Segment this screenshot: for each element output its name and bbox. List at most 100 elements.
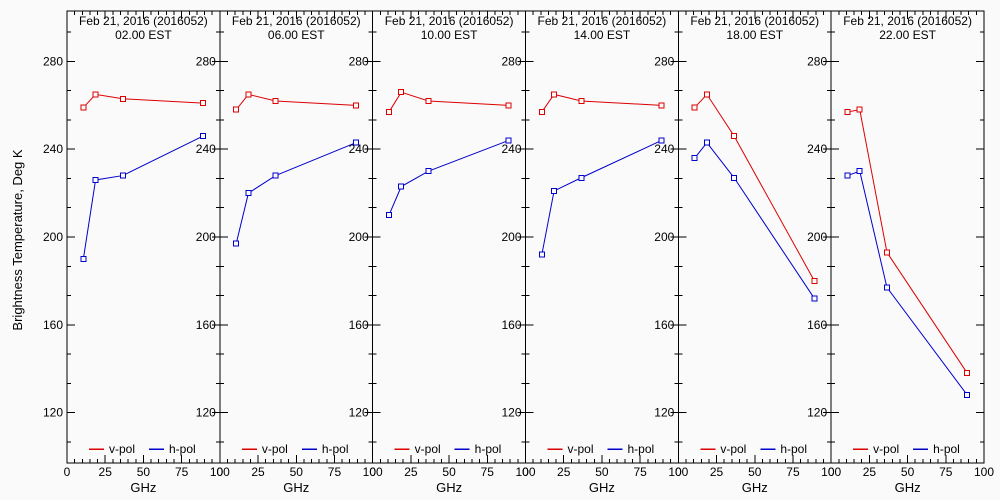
vpol-markers [691, 91, 818, 284]
x-tick-label: 75 [939, 465, 953, 479]
x-axis-label-ghz: GHz [589, 480, 615, 495]
data-point-marker [658, 102, 665, 109]
y-tick-label: 160 [807, 318, 827, 332]
data-point-marker [398, 89, 405, 96]
x-axis-label-ghz: GHz [130, 480, 156, 495]
y-tick-label: 200 [43, 230, 63, 244]
data-point-marker [505, 137, 512, 144]
data-point-marker [691, 104, 698, 111]
y-tick-label: 160 [43, 318, 63, 332]
vpol-markers [386, 89, 512, 115]
x-tick-label: 75 [481, 465, 495, 479]
data-point-marker [505, 102, 512, 109]
x-tick-label: 25 [863, 465, 877, 479]
vpol-line [388, 91, 509, 113]
legend-label-v-pol: v-pol [720, 442, 746, 456]
data-point-marker [352, 102, 359, 109]
x-tick-label: 75 [328, 465, 342, 479]
x-tick-label: 50 [901, 465, 915, 479]
data-point-marker [398, 183, 405, 190]
legend-label-v-pol: v-pol [109, 442, 135, 456]
x-tick-label: 50 [290, 465, 304, 479]
data-point-marker [92, 176, 99, 183]
data-point-marker [551, 91, 558, 98]
panel-title: Feb 21, 2016 (2016052) [232, 14, 361, 28]
vpol-line [235, 93, 356, 111]
data-point-marker [233, 240, 240, 247]
data-point-marker [856, 168, 863, 175]
hpol-markers [386, 137, 512, 219]
y-tick-label: 160 [654, 318, 674, 332]
data-point-marker [578, 174, 585, 181]
y-tick-label: 280 [654, 54, 674, 68]
panel-title: Feb 21, 2016 (2016052) [385, 14, 514, 28]
legend: v-pol h-pol [89, 442, 196, 456]
axis-ticks [66, 11, 221, 463]
axis-ticks [219, 11, 374, 463]
x-tick-label: 100 [210, 465, 230, 479]
hpol-markers [80, 133, 207, 262]
y-tick-label: 240 [196, 142, 216, 156]
data-point-marker [352, 139, 359, 146]
vpol-line [541, 93, 662, 113]
y-tick-label: 240 [654, 142, 674, 156]
x-tick-label: 100 [974, 465, 994, 479]
vpol-line [82, 93, 204, 108]
y-tick-label: 120 [807, 406, 827, 420]
panel-subtitle: 10.00 EST [421, 28, 478, 42]
data-point-marker [731, 133, 738, 140]
x-tick-label: 50 [137, 465, 151, 479]
x-tick-label: 25 [557, 465, 571, 479]
x-axis-label-ghz: GHz [895, 480, 921, 495]
data-point-marker [272, 97, 279, 104]
data-point-marker [386, 108, 393, 115]
data-point-marker [811, 277, 818, 284]
data-point-marker [964, 391, 971, 398]
y-tick-label: 200 [807, 230, 827, 244]
legend: v-pol h-pol [853, 442, 960, 456]
legend: v-pol h-pol [241, 442, 349, 456]
y-tick-label: 160 [501, 318, 521, 332]
legend-label-v-pol: v-pol [262, 442, 288, 456]
vpol-markers [233, 91, 359, 113]
x-axis-label-ghz: GHz [283, 480, 309, 495]
y-tick-label: 200 [196, 230, 216, 244]
data-point-marker [538, 108, 545, 115]
data-point-marker [703, 139, 710, 146]
vpol-markers [538, 91, 665, 115]
y-tick-label: 160 [196, 318, 216, 332]
y-tick-label: 280 [501, 54, 521, 68]
data-point-marker [92, 91, 99, 98]
data-point-marker [551, 187, 558, 194]
data-point-marker [883, 284, 890, 291]
x-tick-label: 25 [251, 465, 265, 479]
hpol-markers [233, 139, 359, 247]
x-axis-label-ghz: GHz [436, 480, 462, 495]
data-point-marker [245, 91, 252, 98]
x-tick-label: 75 [175, 465, 189, 479]
y-tick-label: 280 [43, 54, 63, 68]
data-point-marker [691, 155, 698, 162]
vpol-markers [844, 106, 971, 377]
x-tick-label: 100 [668, 465, 688, 479]
x-tick-label: 25 [404, 465, 418, 479]
x-tick-label: 0 [675, 465, 682, 479]
panel-subtitle: 14.00 EST [574, 28, 631, 42]
hpol-line [694, 141, 815, 299]
hpol-line [847, 170, 968, 396]
data-point-marker [200, 133, 207, 140]
y-tick-label: 120 [196, 406, 216, 420]
legend: v-pol h-pol [700, 442, 807, 456]
x-tick-label: 0 [828, 465, 835, 479]
x-tick-label: 50 [442, 465, 456, 479]
hpol-line [235, 142, 357, 244]
legend-label-v-pol: v-pol [873, 442, 899, 456]
data-point-marker [233, 106, 240, 113]
vpol-line [847, 109, 968, 374]
x-tick-label: 25 [99, 465, 113, 479]
y-tick-label: 200 [349, 230, 369, 244]
data-point-marker [578, 97, 585, 104]
panel-subtitle: 18.00 EST [726, 28, 783, 42]
